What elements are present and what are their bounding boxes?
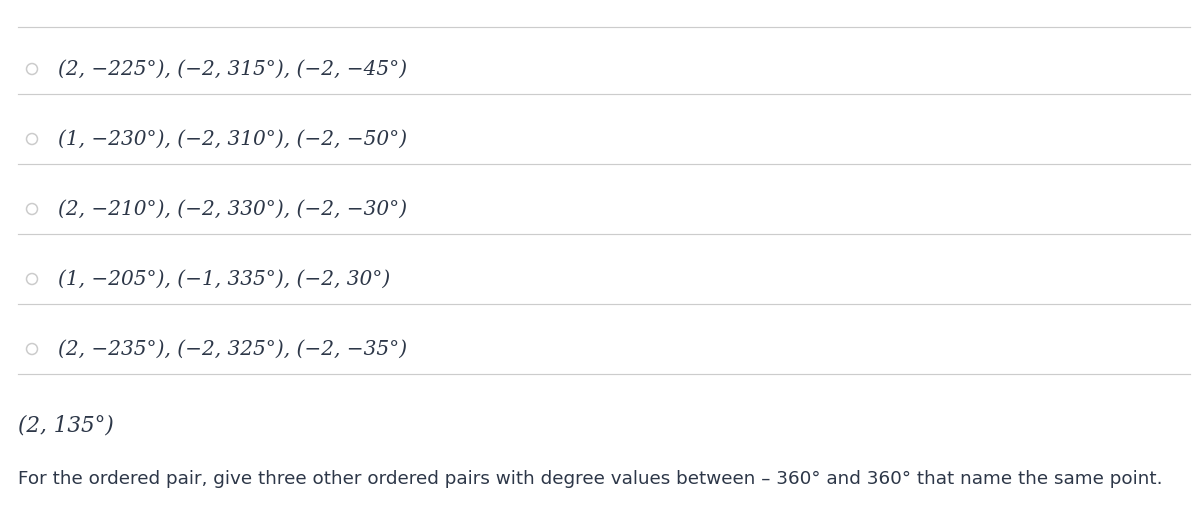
Text: (2, −225°), (−2, 315°), (−2, −45°): (2, −225°), (−2, 315°), (−2, −45°) — [58, 60, 407, 79]
Text: (2, −210°), (−2, 330°), (−2, −30°): (2, −210°), (−2, 330°), (−2, −30°) — [58, 200, 407, 218]
Text: For the ordered pair, give three other ordered pairs with degree values between : For the ordered pair, give three other o… — [18, 469, 1163, 487]
Text: (1, −205°), (−1, 335°), (−2, 30°): (1, −205°), (−1, 335°), (−2, 30°) — [58, 269, 390, 289]
Text: (2, 135°): (2, 135°) — [18, 414, 114, 436]
Text: (1, −230°), (−2, 310°), (−2, −50°): (1, −230°), (−2, 310°), (−2, −50°) — [58, 130, 407, 149]
Text: (2, −235°), (−2, 325°), (−2, −35°): (2, −235°), (−2, 325°), (−2, −35°) — [58, 340, 407, 358]
